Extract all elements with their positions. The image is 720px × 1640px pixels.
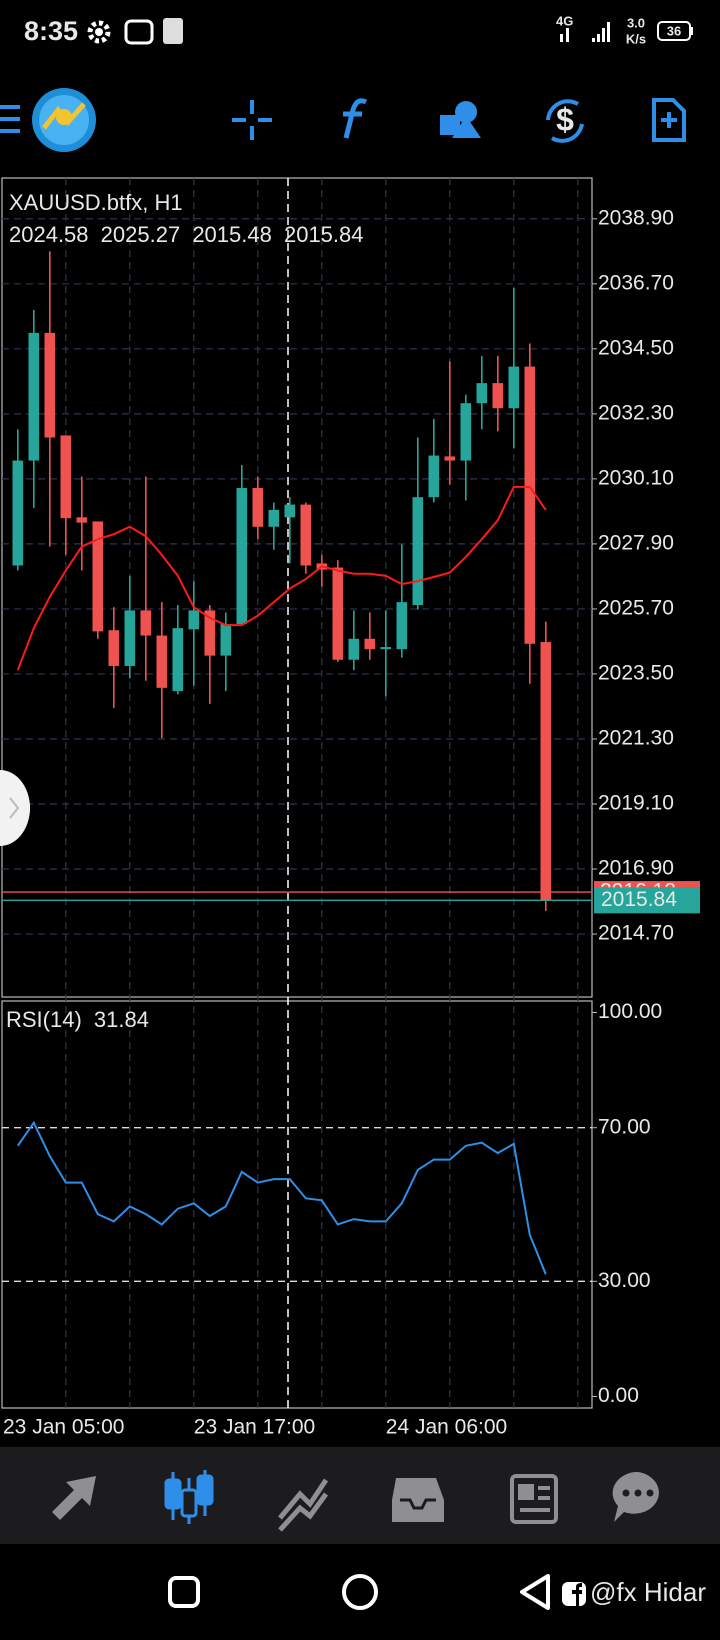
rsi-name: RSI(14)	[6, 1007, 82, 1032]
y-tick-label: 2032.30	[598, 401, 674, 424]
objects-button[interactable]	[440, 101, 481, 138]
y-tick-label: 2038.90	[598, 206, 674, 229]
y-tick-label: 2023.50	[598, 661, 674, 684]
candle-body	[300, 504, 312, 566]
y-tick-label: 2019.10	[598, 792, 674, 815]
rsi-line	[16, 1120, 547, 1275]
y-tick-label: 2034.50	[598, 336, 674, 359]
candle-body	[348, 638, 360, 660]
y-tick-label: 2021.30	[598, 727, 674, 750]
candle-body	[524, 366, 536, 644]
x-tick-label: 23 Jan 17:00	[194, 1416, 315, 1439]
bid-label-bg	[594, 887, 700, 914]
tab-news[interactable]	[510, 1474, 558, 1524]
candle-body	[396, 602, 408, 650]
rsi-value: 31.84	[94, 1007, 149, 1032]
y-tick-label: 2025.70	[598, 596, 674, 619]
candle-body	[156, 635, 168, 688]
side-handle[interactable]	[0, 770, 30, 846]
tab-trade[interactable]	[278, 1478, 329, 1532]
candle-body	[284, 504, 296, 518]
candle-body	[428, 455, 440, 498]
candle-body	[492, 383, 504, 409]
tab-bar	[0, 1447, 720, 1544]
indicators-button[interactable]	[343, 98, 368, 139]
candle-body	[460, 403, 472, 461]
nav-recents[interactable]	[168, 1576, 200, 1608]
ohlc-high: 2025.27	[101, 222, 181, 247]
vertical-grid	[65, 178, 579, 1408]
y-tick-label: 70.00	[598, 1115, 651, 1138]
battery-tip	[690, 27, 693, 35]
candle-body	[12, 460, 24, 566]
net-speed-unit: K/s	[626, 31, 646, 46]
candle-body	[508, 366, 520, 409]
nav-home[interactable]	[342, 1574, 378, 1610]
crosshair-button[interactable]	[232, 100, 272, 140]
candle-body	[412, 497, 424, 606]
y-tick-label: 2036.70	[598, 271, 674, 294]
watermark: @fx Hidar	[590, 1577, 706, 1607]
candle-body	[540, 642, 552, 901]
candle-body	[124, 610, 136, 666]
status-icons	[87, 18, 183, 45]
candle-body	[76, 517, 88, 523]
candle-body	[364, 638, 376, 650]
price-panel	[1, 177, 593, 998]
candle-body	[476, 383, 488, 404]
app-logo[interactable]	[32, 88, 96, 152]
new-order-button[interactable]	[652, 98, 686, 142]
ohlc-close: 2015.84	[284, 222, 364, 247]
battery-level: 36	[667, 23, 681, 38]
ohlc-open: 2024.58	[9, 222, 89, 247]
status-time: 8:35	[24, 16, 78, 46]
tab-quotes[interactable]	[52, 1476, 96, 1520]
nav-back[interactable]	[520, 1574, 550, 1610]
menu-button[interactable]	[0, 105, 20, 133]
x-tick-label: 23 Jan 05:00	[3, 1416, 124, 1439]
rsi-title: RSI(14) 31.84	[6, 1007, 149, 1032]
x-tick-label: 24 Jan 06:00	[386, 1416, 507, 1439]
y-tick-label: 2027.90	[598, 531, 674, 554]
candle-body	[60, 435, 72, 519]
candle-body	[140, 610, 152, 636]
signal-bars	[560, 22, 610, 42]
bid-label: 2015.84	[601, 888, 677, 911]
candle-body	[332, 567, 344, 660]
candle-body	[252, 488, 264, 527]
tab-history[interactable]	[392, 1478, 444, 1522]
chart-title: XAUUSD.btfx, H1	[9, 190, 183, 215]
trade-button[interactable]: $	[546, 99, 584, 143]
y-tick-label: 0.00	[598, 1384, 639, 1407]
candle-body	[188, 610, 200, 630]
rsi-panel	[1, 1000, 593, 1409]
candle-body	[268, 509, 280, 527]
candle-body	[108, 630, 120, 666]
candle-body	[204, 610, 216, 656]
candle-body	[236, 488, 248, 625]
plot	[2, 218, 700, 1397]
ohlc-low: 2015.48	[192, 222, 272, 247]
candle-body	[92, 521, 104, 632]
moving-average	[16, 485, 547, 671]
tab-chart[interactable]	[164, 1470, 214, 1524]
tab-messages[interactable]	[612, 1471, 659, 1522]
watermark-logo	[562, 1582, 586, 1606]
svg-text:$: $	[556, 101, 574, 137]
y-tick-label: 2030.10	[598, 466, 674, 489]
y-tick-label: 2016.90	[598, 857, 674, 880]
candle-body	[380, 647, 392, 650]
y-tick-label: 30.00	[598, 1269, 651, 1292]
ohlc-readout: 2024.58 2025.27 2015.48 2015.84	[9, 222, 364, 247]
candle-body	[220, 624, 232, 656]
net-speed: 3.0	[627, 15, 645, 30]
candle-body	[444, 456, 456, 461]
network-type: 4G	[556, 13, 573, 28]
candle-body	[44, 332, 56, 438]
y-tick-label: 2014.70	[598, 922, 674, 945]
y-tick-label: 100.00	[598, 1000, 662, 1023]
candle-body	[172, 628, 184, 692]
candle-body	[28, 332, 40, 461]
